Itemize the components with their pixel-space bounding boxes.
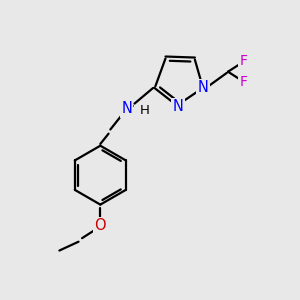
Text: O: O <box>94 218 106 233</box>
Text: N: N <box>122 101 132 116</box>
Text: N: N <box>172 99 183 114</box>
Text: F: F <box>239 54 247 68</box>
Text: N: N <box>197 80 208 95</box>
Text: H: H <box>140 104 150 117</box>
Text: F: F <box>239 75 247 89</box>
